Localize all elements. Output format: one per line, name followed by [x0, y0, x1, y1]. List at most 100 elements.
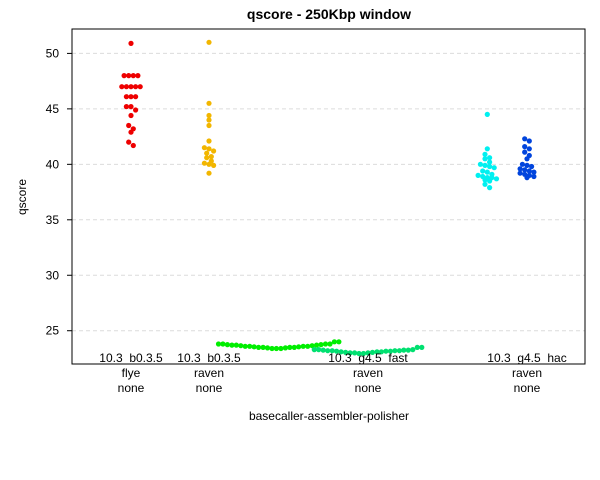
point-s1-7: [206, 146, 212, 152]
point-s2-18: [296, 344, 302, 350]
point-s4-9: [491, 165, 497, 171]
point-s0-7: [128, 84, 134, 90]
x-category-label-2-2: none: [355, 381, 382, 395]
point-s3-0: [311, 347, 317, 353]
point-s4-1: [484, 146, 490, 152]
chart-title: qscore - 250Kbp window: [247, 6, 411, 22]
point-s1-2: [206, 112, 212, 119]
x-category-label-2-0: 10.3_g4.5_fast: [328, 351, 408, 365]
point-s1-0: [206, 39, 212, 45]
y-tick-label-0: 25: [46, 324, 60, 338]
point-s5-0: [522, 136, 528, 142]
x-category-label-3-2: none: [514, 381, 541, 395]
point-s2-16: [287, 344, 293, 350]
point-s3-4: [329, 348, 335, 354]
y-tick-label-3: 40: [46, 157, 60, 171]
point-s4-21: [487, 185, 493, 191]
point-s3-7: [343, 349, 349, 355]
point-s3-14: [374, 349, 380, 355]
gridlines: [72, 52, 585, 332]
point-s2-5: [238, 343, 244, 349]
point-s3-6: [338, 349, 344, 355]
point-s2-1: [220, 341, 226, 347]
point-s3-17: [387, 348, 393, 354]
point-s0-17: [126, 122, 132, 129]
point-s1-15: [211, 162, 217, 168]
x-axis-label: basecaller-assembler-polisher: [249, 409, 409, 423]
point-s4-3: [487, 155, 493, 161]
point-s5-9: [529, 163, 535, 170]
point-s5-11: [522, 167, 528, 173]
point-s4-8: [487, 163, 493, 170]
x-category-label-1-1: raven: [194, 366, 224, 380]
y-tick-label-4: 45: [46, 102, 60, 116]
point-s3-1: [316, 347, 322, 353]
point-s5-10: [517, 166, 523, 172]
point-s0-6: [123, 84, 129, 90]
point-s1-16: [206, 170, 212, 176]
point-s4-13: [475, 172, 481, 178]
point-s3-2: [320, 347, 326, 353]
x-category-label-0-2: none: [118, 381, 145, 395]
point-s2-23: [318, 342, 324, 348]
point-s1-9: [204, 150, 210, 156]
point-s4-0: [484, 111, 490, 117]
point-s5-6: [524, 156, 530, 162]
point-s1-11: [204, 155, 210, 161]
y-axis: 25 30 35 40 45 50: [46, 46, 72, 338]
point-s0-15: [133, 107, 139, 113]
point-s3-11: [360, 350, 367, 357]
point-s2-0: [215, 341, 222, 347]
point-s3-24: [419, 344, 425, 350]
point-s5-3: [526, 146, 532, 152]
point-s1-6: [201, 145, 207, 151]
point-s2-11: [264, 345, 271, 351]
x-category-label-0-0: 10.3_b0.3.5: [99, 351, 163, 365]
point-s0-19: [128, 129, 134, 135]
point-s2-20: [305, 343, 311, 349]
point-s1-10: [208, 154, 214, 160]
point-s1-8: [211, 148, 217, 154]
point-s3-16: [383, 348, 389, 354]
point-s4-11: [484, 169, 490, 175]
point-s3-23: [414, 344, 420, 350]
point-s5-14: [517, 170, 523, 176]
point-s2-19: [300, 343, 306, 349]
point-s1-13: [201, 160, 207, 166]
x-category-label-3-1: raven: [512, 366, 542, 380]
point-s3-22: [410, 347, 416, 353]
point-s2-26: [331, 339, 337, 345]
point-s2-12: [269, 345, 275, 352]
x-category-label-1-2: none: [196, 381, 223, 395]
point-s4-2: [482, 151, 488, 157]
point-s4-19: [487, 178, 493, 184]
x-category-label-1-0: 10.3_b0.3.5: [177, 351, 241, 365]
point-s0-2: [126, 73, 132, 79]
point-s2-6: [242, 343, 248, 349]
point-s2-15: [282, 345, 288, 351]
x-category-label-0-1: flye: [122, 366, 141, 380]
point-s2-4: [233, 342, 239, 348]
point-s5-17: [531, 173, 537, 180]
point-s2-13: [273, 345, 279, 352]
point-s2-27: [336, 339, 342, 345]
point-s0-21: [130, 142, 136, 149]
point-s2-25: [327, 341, 333, 347]
point-s0-0: [128, 40, 134, 47]
point-s0-10: [123, 94, 129, 100]
point-s0-3: [130, 73, 136, 79]
x-category-labels: 10.3_b0.3.5flyenone10.3_b0.3.5ravennone1…: [99, 351, 566, 395]
point-s2-10: [260, 344, 266, 350]
point-s3-9: [352, 350, 358, 356]
point-s1-3: [206, 117, 212, 123]
point-s1-14: [206, 161, 212, 167]
point-s4-18: [482, 177, 488, 183]
point-s4-4: [482, 156, 488, 162]
point-s4-6: [477, 161, 483, 167]
point-s0-13: [123, 104, 129, 110]
point-s1-4: [206, 122, 212, 129]
point-s4-5: [487, 159, 493, 165]
plot-frame: [71, 28, 586, 365]
point-s3-3: [325, 348, 331, 354]
